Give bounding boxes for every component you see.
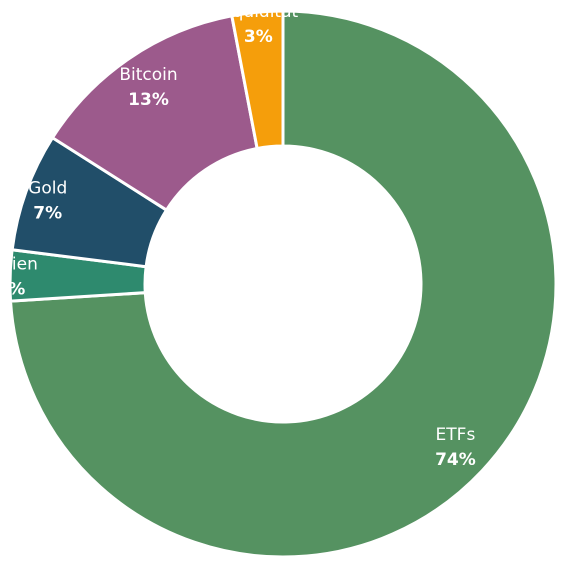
slice-etfs [8,9,558,559]
slice-label-name: ETFs [436,425,476,445]
slice-label-value: 3% [244,27,273,47]
slice-label-value: 3% [0,279,25,299]
slice-liquidit-t [230,9,285,151]
slice-label-name: Bitcoin [119,65,177,85]
slice-label-name: Gold [28,178,67,198]
slice-label-name: Aktien [0,254,38,274]
donut-slices [8,9,558,559]
slice-labels: ETFs 74% Aktien 3% Gold 7% Bitcoin 13% Liquiditä… [0,2,476,470]
slice-label-name: Liquidität [218,2,298,22]
slice-label-value: 13% [128,90,169,110]
slice-label-value: 7% [33,203,62,223]
slice-bitcoin [50,14,259,213]
slice-label-value: 74% [435,450,476,470]
